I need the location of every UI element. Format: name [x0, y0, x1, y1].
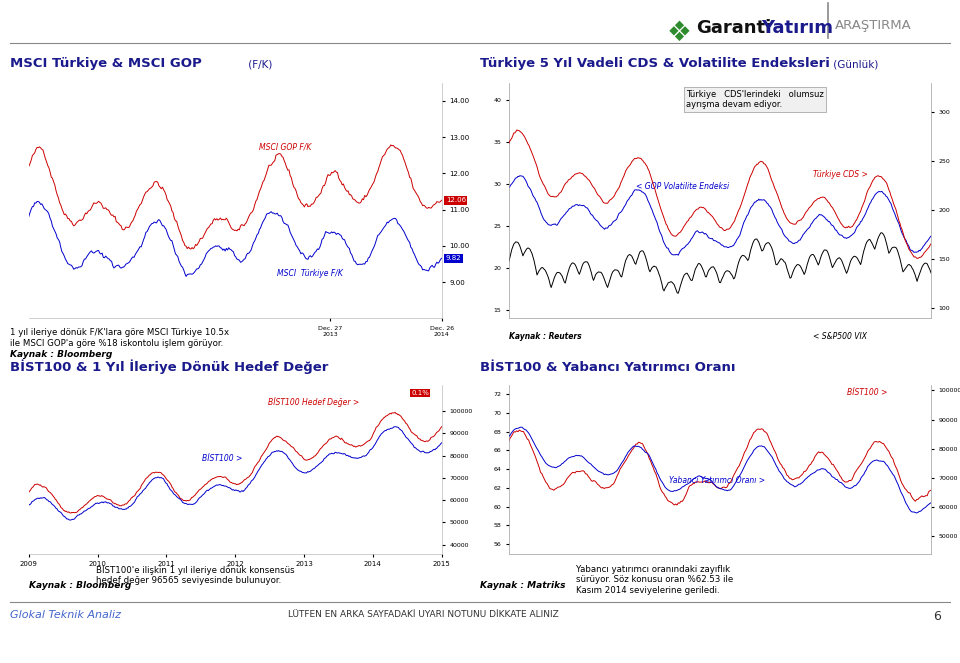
- Text: 0.1%: 0.1%: [411, 390, 429, 396]
- Text: Kaynak : Bloomberg: Kaynak : Bloomberg: [10, 350, 112, 359]
- Text: ❖: ❖: [667, 19, 692, 46]
- Text: Türkiye CDS >: Türkiye CDS >: [813, 170, 868, 179]
- Text: Kaynak : Reuters: Kaynak : Reuters: [509, 332, 582, 341]
- Text: Glokal Teknik Analiz: Glokal Teknik Analiz: [10, 610, 121, 620]
- Text: BİST100 >: BİST100 >: [847, 388, 887, 396]
- Text: < S&P500 VIX: < S&P500 VIX: [813, 332, 867, 341]
- Text: Garanti: Garanti: [696, 19, 771, 36]
- Text: 12.06: 12.06: [445, 198, 466, 204]
- Text: Kaynak : Bloomberg: Kaynak : Bloomberg: [29, 581, 132, 591]
- Text: ARAŞTIRMA: ARAŞTIRMA: [835, 19, 912, 32]
- Text: < GOP Volatilite Endeksi: < GOP Volatilite Endeksi: [636, 182, 729, 191]
- Text: BİST100 Hedef Değer >: BİST100 Hedef Değer >: [268, 397, 359, 407]
- Text: BİST100 >: BİST100 >: [203, 453, 243, 463]
- Text: 9.82: 9.82: [445, 255, 462, 261]
- Text: BİST100 & 1 Yıl İleriye Dönük Hedef Değer: BİST100 & 1 Yıl İleriye Dönük Hedef Değe…: [10, 359, 328, 374]
- Text: BİST100'e ilişkin 1 yıl ileriye dönük konsensüs
hedef değer 96565 seviyesinde bu: BİST100'e ilişkin 1 yıl ileriye dönük ko…: [96, 565, 295, 585]
- Text: Yatırım: Yatırım: [761, 19, 833, 36]
- Text: LÜTFEN EN ARKA SAYFADAKİ UYARI NOTUNU DİKKATE ALINIZ: LÜTFEN EN ARKA SAYFADAKİ UYARI NOTUNU Dİ…: [288, 610, 559, 619]
- Text: Kaynak : Matriks: Kaynak : Matriks: [480, 581, 565, 591]
- Text: Yabancı yatırımcı oranındaki zayıflık
sürüyor. Söz konusu oran %62.53 ile
Kasım : Yabancı yatırımcı oranındaki zayıflık sü…: [576, 565, 733, 595]
- Text: MSCI GOP F/K: MSCI GOP F/K: [259, 143, 312, 151]
- Text: Türkiye 5 Yıl Vadeli CDS & Volatilite Endeksleri: Türkiye 5 Yıl Vadeli CDS & Volatilite En…: [480, 56, 829, 70]
- Text: Türkiye   CDS'lerindeki   olumsuz
ayrışma devam ediyor.: Türkiye CDS'lerindeki olumsuz ayrışma de…: [686, 90, 824, 109]
- Text: MSCI Türkiye & MSCI GOP: MSCI Türkiye & MSCI GOP: [10, 56, 202, 70]
- Text: BİST100 & Yabancı Yatırımcı Oranı: BİST100 & Yabancı Yatırımcı Oranı: [480, 361, 735, 374]
- Text: (Günlük): (Günlük): [830, 60, 878, 70]
- Text: 6: 6: [933, 610, 941, 623]
- Text: (F/K): (F/K): [245, 60, 273, 70]
- Text: Yabancı Yatırımcı Oranı >: Yabancı Yatırımcı Oranı >: [669, 475, 765, 485]
- Text: MSCI  Türkiye F/K: MSCI Türkiye F/K: [277, 269, 344, 278]
- Text: 1 yıl ileriye dönük F/K'lara göre MSCI Türkiye 10.5x
ile MSCI GOP'a göre %18 isk: 1 yıl ileriye dönük F/K'lara göre MSCI T…: [10, 328, 228, 347]
